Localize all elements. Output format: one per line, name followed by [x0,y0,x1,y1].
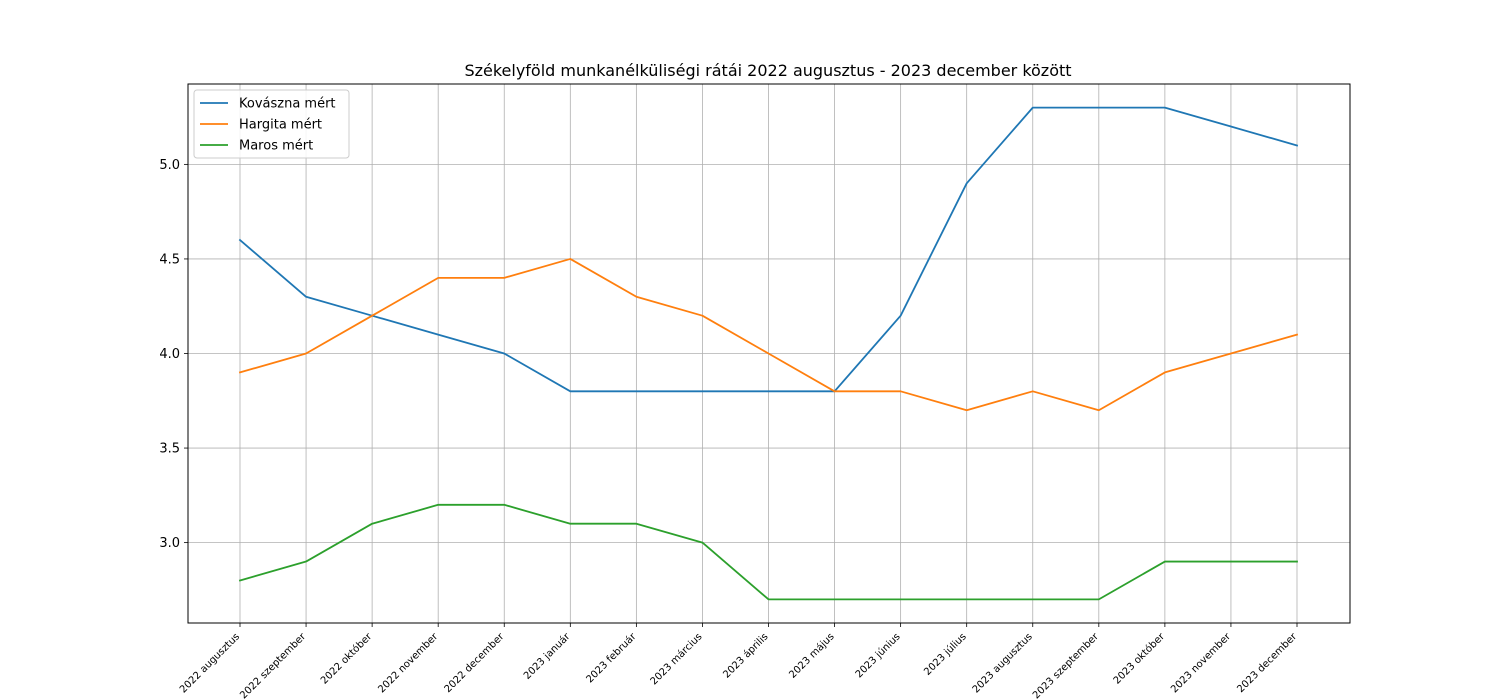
legend-label: Maros mért [239,139,313,154]
legend-box [193,89,350,159]
series-line [238,503,1298,601]
series-lines [238,106,1299,601]
y-tick-label: 3.5 [159,442,180,457]
y-axis: 3.0 3.5 4.0 4.5 5.0 [159,158,188,551]
legend-label: Hargita mért [239,118,322,133]
legend-label: Kovászna mért [239,97,336,112]
grid [188,84,1350,623]
legend: Kovászna mért Hargita mért Maros mért [193,89,350,159]
y-tick-label: 4.5 [159,252,180,267]
series-line [238,106,1299,393]
series-line [238,258,1299,412]
y-tick-label: 3.0 [159,536,180,551]
y-tick-label: 4.0 [159,347,180,362]
y-tick-label: 5.0 [159,158,180,173]
chart-title: Székelyföld munkanélküliségi rátái 2022 … [464,61,1071,80]
